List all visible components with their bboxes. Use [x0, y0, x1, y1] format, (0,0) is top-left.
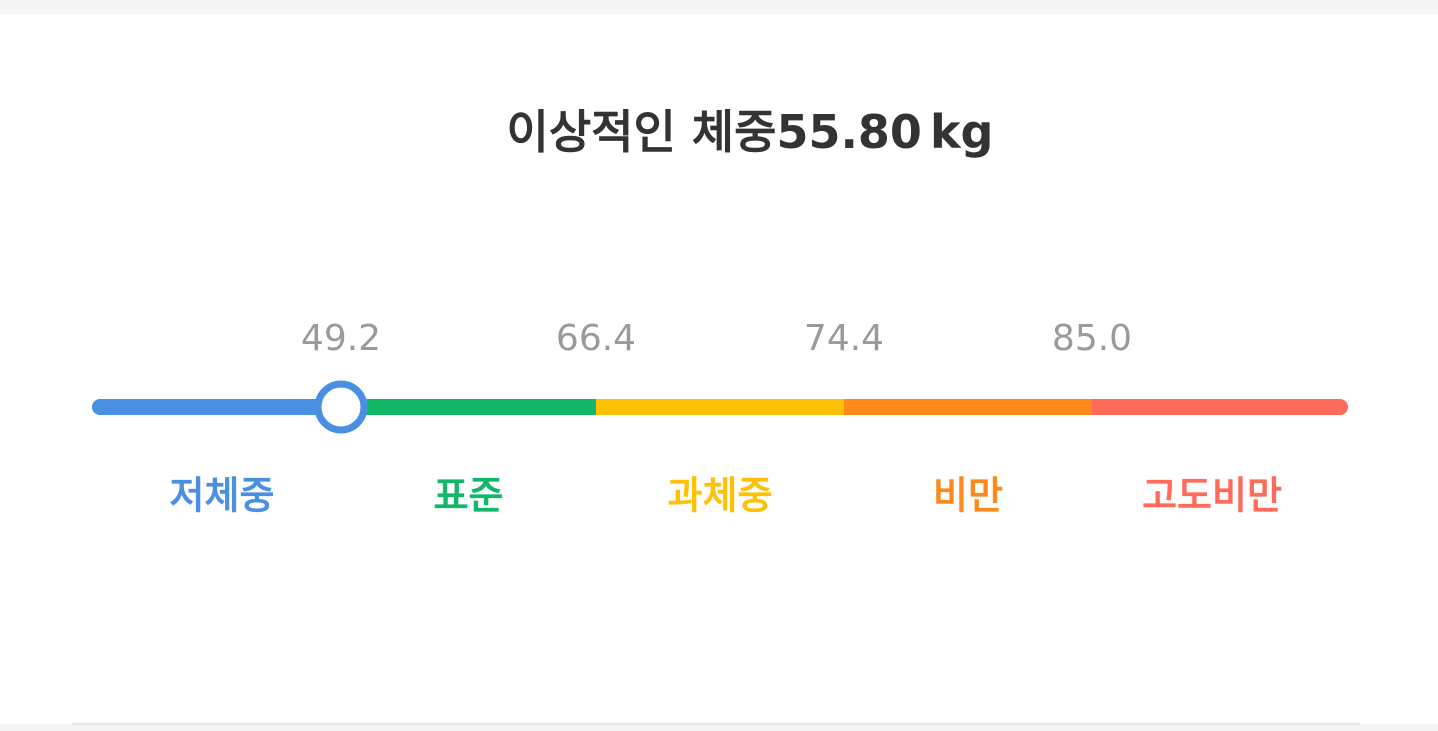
category-label: 저체중 [170, 474, 275, 518]
bottom-strip [0, 724, 1438, 731]
category-label: 고도비만 [1142, 474, 1282, 518]
title-unit: kg [930, 105, 994, 159]
weight-knob [314, 380, 368, 434]
threshold-label: 49.2 [301, 318, 381, 359]
threshold-label: 74.4 [804, 318, 884, 359]
threshold-label: 66.4 [556, 318, 636, 359]
title-label: 이상적인 체중 [507, 105, 777, 159]
title-value: 55.80 [776, 105, 922, 159]
top-strip [0, 0, 1438, 14]
threshold-label: 85.0 [1052, 318, 1132, 359]
scale-labels: 저체중 표준 과체중 비만 고도비만 49.2 66.4 74.4 85.0 [170, 318, 1282, 518]
ideal-weight: 이상적인 체중55.80 kg [507, 105, 994, 159]
category-label: 비만 [933, 474, 1003, 518]
category-label: 과체중 [668, 474, 773, 518]
category-label: 표준 [434, 474, 504, 518]
